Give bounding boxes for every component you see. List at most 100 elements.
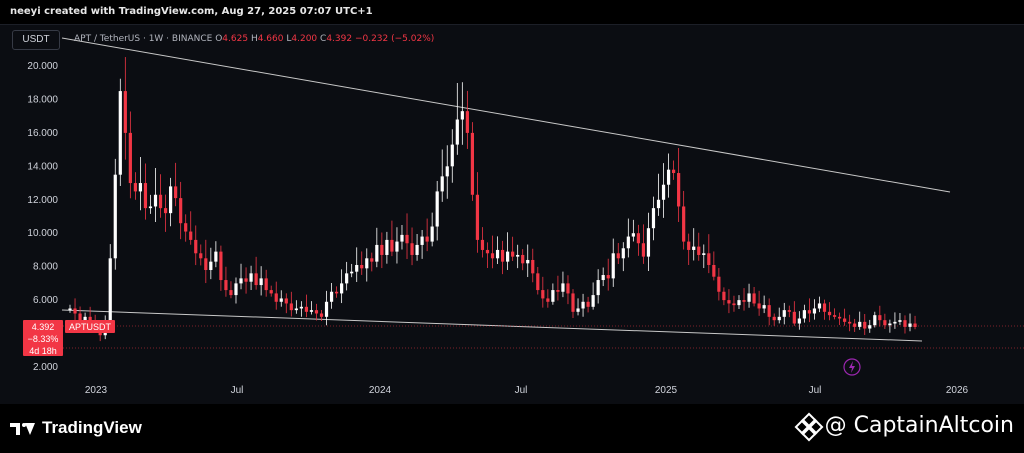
price-change: −0.232 (−5.02%) [354,34,435,44]
replay-icon[interactable] [843,358,861,376]
candle-body [163,208,168,214]
candle-body [184,223,188,232]
candle-body [284,298,288,304]
candle-body [450,144,454,167]
candle-body [878,315,882,321]
candle-body [611,253,615,279]
candle-body [153,194,158,207]
candle-body [68,308,72,311]
candle-body [78,313,82,321]
candle-body [777,316,781,321]
candle-body [259,278,263,286]
candle-body [863,321,867,329]
candle-body [365,258,369,269]
candle-body [495,249,500,259]
candle-body [626,236,630,249]
candle-body [455,119,459,145]
candle-body [138,183,143,192]
open-label: O [215,34,223,44]
currency-selector[interactable]: USDT [12,30,60,50]
x-tick-label: 2024 [369,385,392,396]
last-price-change: −8.33% [28,334,59,344]
candle-body [606,275,610,279]
candle-body [299,306,303,309]
candle-body [174,186,178,199]
candle-body [279,298,283,302]
candle-body [73,308,77,314]
watermark-text: @ CaptainAltcoin [824,413,1014,438]
candle-body [586,301,590,307]
candle-body [687,241,691,250]
x-tick-label: 2025 [655,385,678,396]
candle-body [873,315,877,326]
candle-body [294,308,298,311]
candle-body [591,295,595,307]
candle-body [666,169,671,185]
candle-body [430,226,434,242]
candle-body [88,316,92,322]
candle-body [596,280,600,296]
upper-trendline[interactable] [61,37,951,193]
candle-body [601,275,605,281]
candle-body [581,301,585,309]
candle-body [827,311,832,316]
candle-body [707,253,711,265]
candle-body [385,239,389,255]
candle-body [843,318,847,322]
candle-body [913,323,917,328]
candle-body [143,183,148,209]
candle-body [445,166,449,177]
lower-trendline[interactable] [61,309,923,342]
x-tick-label: Jul [231,385,244,396]
candle-body [556,290,560,292]
candle-body [500,249,505,262]
candle-body [269,290,273,294]
candle-body [410,243,414,255]
candle-body [470,132,474,195]
candle-body [329,291,334,302]
candle-body [822,303,827,312]
tradingview-logo[interactable]: TradingView [10,418,142,438]
candle-body [837,316,842,319]
candle-body [123,91,127,133]
ticker-label: APTUSDT [69,322,112,332]
candle-body [782,310,786,317]
candle-body [802,310,806,319]
x-axis: 2023 Jul 2024 Jul 2025 Jul 2026 [85,385,969,396]
symbol-info: APT / TetherUS · 1W · BINANCE O4.625 H4.… [74,34,434,44]
price-chart[interactable]: 20.000 18.000 16.000 14.000 12.000 10.000 8.00… [0,0,1024,404]
candle-body [460,111,464,120]
symbol-name[interactable]: APT / TetherUS · 1W · BINANCE [74,34,213,44]
candle-body [656,199,661,209]
candle-body [812,308,817,314]
y-tick-label: 16.000 [27,128,58,139]
candle-body [420,236,424,245]
candle-body [340,283,344,294]
candle-body [807,310,812,314]
low-label: L [286,34,292,44]
candle-body [219,251,223,281]
candle-body [702,253,706,255]
candle-body [697,246,701,255]
candle-body [853,323,857,327]
y-tick-label: 10.000 [27,228,58,239]
candle-body [254,273,258,286]
candle-body [83,316,87,321]
candle-body [475,194,480,240]
candle-body [636,233,640,244]
y-tick-label: 14.000 [27,161,58,172]
candle-body [204,258,208,271]
tradingview-wordmark: TradingView [42,418,142,437]
candle-body [229,290,233,296]
candle-body [526,259,530,264]
candle-body [817,303,822,309]
candle-body [224,280,228,291]
candle-body [244,278,248,282]
candle-body [370,258,374,262]
candle-body [264,278,268,291]
candle-body [400,234,404,242]
candle-body [289,303,293,311]
candle-body [661,184,666,200]
candle-body [722,291,726,301]
candle-body [717,276,721,292]
